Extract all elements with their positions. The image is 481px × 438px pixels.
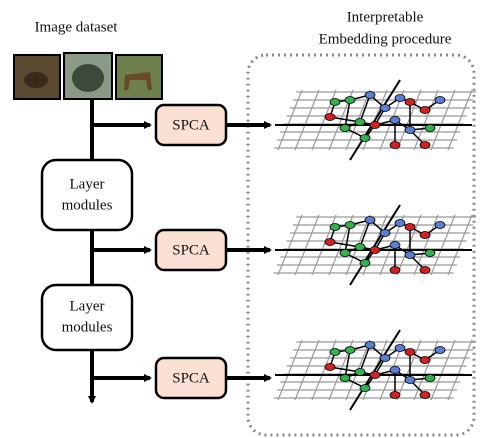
graph-part	[325, 364, 335, 371]
graph-part	[390, 142, 400, 149]
dataset-images	[14, 53, 162, 99]
graph-part	[355, 369, 365, 376]
layer-label: Layer	[70, 176, 105, 192]
graph-part	[390, 267, 400, 274]
graph-part	[365, 92, 375, 99]
graph-part	[330, 224, 340, 231]
graph-part	[370, 122, 380, 129]
graph-part	[340, 125, 350, 132]
diagram: Image dataset Interpretable Embedding pr…	[0, 0, 481, 438]
spca-box: SPCA	[156, 358, 226, 398]
spca-label: SPCA	[172, 370, 210, 386]
procedure-label: Interpretable	[347, 9, 424, 25]
graph-part	[435, 347, 445, 354]
graph-part	[345, 222, 355, 229]
graph-part	[420, 357, 430, 364]
graph-part	[405, 99, 415, 106]
graph-part	[390, 117, 400, 124]
graph-part	[390, 242, 400, 249]
graph-part	[425, 125, 435, 132]
graph-part	[425, 250, 435, 257]
graph-part	[390, 367, 400, 374]
graph-part	[395, 95, 405, 102]
graph-part	[420, 232, 430, 239]
graph-part	[405, 224, 415, 231]
layer-box: Layer modules	[42, 160, 132, 230]
graph-part	[340, 250, 350, 257]
spca-label: SPCA	[172, 117, 210, 133]
graph-part	[380, 105, 390, 112]
graph-part	[345, 97, 355, 104]
graph-part	[420, 107, 430, 114]
graph-part	[380, 355, 390, 362]
graph-part	[425, 375, 435, 382]
graph-part	[405, 349, 415, 356]
graph-part	[370, 372, 380, 379]
layer-label: modules	[62, 197, 113, 213]
layer-box: Layer modules	[42, 285, 132, 350]
graph-part	[370, 247, 380, 254]
graph-part	[420, 392, 430, 399]
layer-label: Layer	[70, 298, 105, 314]
graph-part	[360, 385, 370, 392]
graph-part	[435, 97, 445, 104]
embedding-graphs	[274, 80, 476, 410]
graph-part	[435, 222, 445, 229]
layer-label: modules	[62, 319, 113, 335]
graph-part	[390, 392, 400, 399]
spca-box: SPCA	[156, 230, 226, 270]
graph-part	[330, 99, 340, 106]
dataset-label: Image dataset	[35, 19, 119, 35]
spca-box: SPCA	[156, 105, 226, 145]
graph-part	[340, 375, 350, 382]
graph-part	[405, 377, 415, 384]
spca-label: SPCA	[172, 242, 210, 258]
graph-part	[420, 142, 430, 149]
graph-part	[395, 345, 405, 352]
graph-part	[355, 244, 365, 251]
graph-part	[360, 135, 370, 142]
graph-part	[405, 252, 415, 259]
graph-part	[360, 260, 370, 267]
graph-part	[330, 349, 340, 356]
graph-part	[405, 127, 415, 134]
graph-part	[325, 114, 335, 121]
graph-part	[380, 230, 390, 237]
graph-part	[365, 342, 375, 349]
procedure-label: Embedding procedure	[319, 31, 452, 47]
graph-part	[345, 347, 355, 354]
graph-part	[395, 220, 405, 227]
graph-part	[325, 239, 335, 246]
graph-part	[365, 217, 375, 224]
graph-part	[355, 119, 365, 126]
graph-part	[420, 267, 430, 274]
